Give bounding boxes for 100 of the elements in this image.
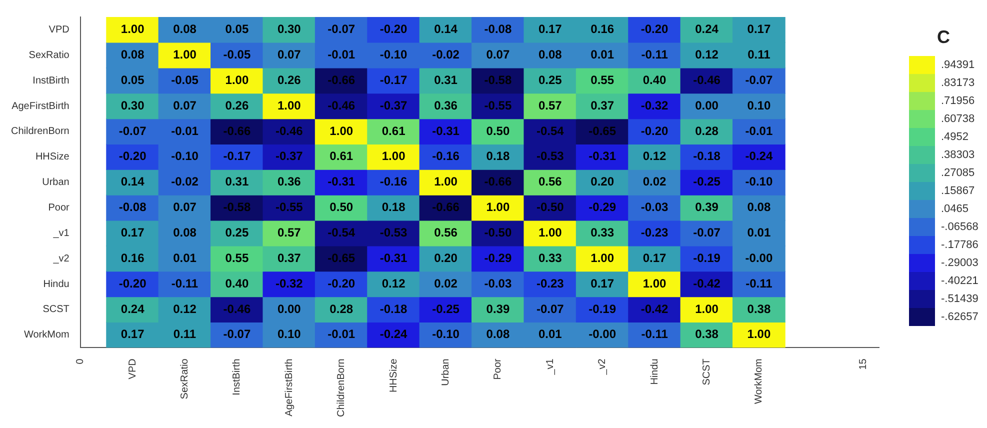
data-label: 0.33 (590, 225, 614, 240)
y-tick-label: Urban (42, 177, 70, 188)
data-label: 0.01 (747, 225, 771, 240)
data-label: 0.12 (173, 302, 197, 316)
data-label: 1.00 (642, 276, 667, 290)
data-label: 0.02 (434, 276, 458, 290)
data-label: 0.08 (747, 200, 771, 214)
data-label: -0.54 (328, 225, 356, 240)
y-tick-label: SCST (42, 304, 70, 316)
data-label: 0.38 (747, 302, 771, 316)
data-label: -0.37 (380, 98, 408, 112)
data-label: -0.10 (745, 174, 773, 189)
data-label: -0.11 (171, 276, 198, 290)
data-label: 0.55 (590, 72, 614, 87)
data-label: 0.12 (382, 276, 406, 290)
color-bar-label: .71956 (941, 95, 975, 108)
data-label: 1.00 (277, 98, 302, 112)
x-tick-label: VPD (127, 358, 138, 380)
y-tick-label: ChildrenBorn (10, 126, 70, 138)
data-label: 0.08 (486, 327, 510, 342)
data-label: -0.42 (640, 302, 669, 316)
data-label: 0.36 (277, 174, 302, 189)
data-label: 1.00 (330, 124, 354, 138)
data-label: 0.24 (695, 22, 719, 36)
data-label: -0.02 (432, 47, 460, 62)
data-label: -0.24 (745, 149, 773, 164)
data-label: 0.26 (277, 72, 302, 87)
data-label: 0.37 (277, 250, 302, 265)
data-label: -0.01 (328, 327, 356, 342)
data-label: -0.46 (275, 124, 304, 138)
data-label: 0.30 (277, 22, 302, 36)
data-label: 0.01 (538, 327, 562, 342)
data-label: 1.00 (538, 225, 562, 240)
data-label: -0.25 (432, 302, 460, 316)
data-label: -0.32 (275, 276, 304, 290)
data-label: -0.17 (223, 149, 251, 164)
color-bar-label: .83173 (941, 77, 975, 90)
data-label: -0.66 (432, 200, 460, 214)
data-label: -0.18 (693, 149, 721, 164)
data-label: 0.07 (173, 98, 197, 112)
data-label: 1.00 (434, 174, 458, 189)
data-label: -0.10 (432, 327, 460, 342)
data-label: -0.05 (171, 72, 199, 87)
data-label: -0.66 (328, 72, 356, 87)
data-label: -0.31 (328, 174, 356, 189)
data-label: -0.23 (640, 225, 669, 240)
data-label: 0.56 (434, 225, 458, 240)
data-label: 0.08 (173, 225, 197, 240)
data-label: -0.00 (745, 250, 773, 265)
data-label: 1.00 (382, 149, 406, 164)
data-label: 0.39 (486, 302, 510, 316)
data-label: -0.46 (328, 98, 356, 112)
color-bar-title: C (937, 26, 950, 47)
y-tick-label: _v2 (52, 253, 70, 264)
y-tick-label: Hindu (43, 278, 70, 290)
x-tick-label: InstBirth (232, 358, 243, 396)
data-label: 0.31 (225, 174, 249, 189)
data-label: 0.37 (590, 98, 614, 112)
data-label: 1.00 (225, 72, 249, 87)
data-label: 0.16 (590, 22, 614, 36)
data-label: -0.32 (640, 98, 669, 112)
data-label: 0.10 (277, 327, 302, 342)
data-label: 0.07 (277, 47, 302, 62)
data-label: 0.38 (695, 327, 719, 342)
data-label: -0.46 (693, 72, 721, 87)
data-label: 0.28 (330, 302, 354, 316)
data-label: -0.20 (118, 276, 147, 290)
data-label: 0.11 (173, 327, 196, 342)
data-label: -0.19 (588, 302, 616, 316)
y-tick-label: HHSize (35, 152, 70, 163)
data-label: 0.36 (434, 98, 458, 112)
data-label: 0.39 (695, 200, 719, 214)
data-label: -0.01 (171, 124, 199, 138)
color-bar-label: -.62657 (941, 311, 978, 324)
data-label: 0.61 (382, 124, 406, 138)
data-label: -0.11 (746, 276, 773, 290)
x-tick-label: SexRatio (180, 358, 191, 400)
data-label: 0.17 (590, 276, 614, 290)
color-bar-label: .27085 (941, 167, 975, 180)
data-label: -0.25 (693, 174, 721, 189)
data-label: -0.50 (536, 200, 564, 214)
data-label: -0.10 (380, 47, 408, 62)
data-label: 0.07 (173, 200, 197, 214)
data-label: 0.08 (120, 47, 145, 62)
data-label: 0.25 (225, 225, 249, 240)
data-label: 0.40 (225, 276, 249, 290)
data-label: 0.57 (538, 98, 562, 112)
data-label: 0.17 (538, 22, 562, 36)
data-label: 1.00 (173, 47, 197, 62)
y-tick-label: Poor (48, 202, 70, 214)
data-label: 0.18 (486, 149, 510, 164)
data-label: -0.01 (745, 124, 773, 138)
data-label: -0.07 (118, 124, 147, 138)
data-label: 0.17 (120, 225, 145, 240)
data-label: 0.25 (538, 72, 562, 87)
data-label: -0.18 (380, 302, 408, 316)
data-label: -0.20 (640, 22, 669, 36)
y-tick-label: SexRatio (28, 50, 70, 61)
data-label: -0.24 (380, 327, 408, 342)
x-tick-label: HHSize (388, 358, 400, 393)
